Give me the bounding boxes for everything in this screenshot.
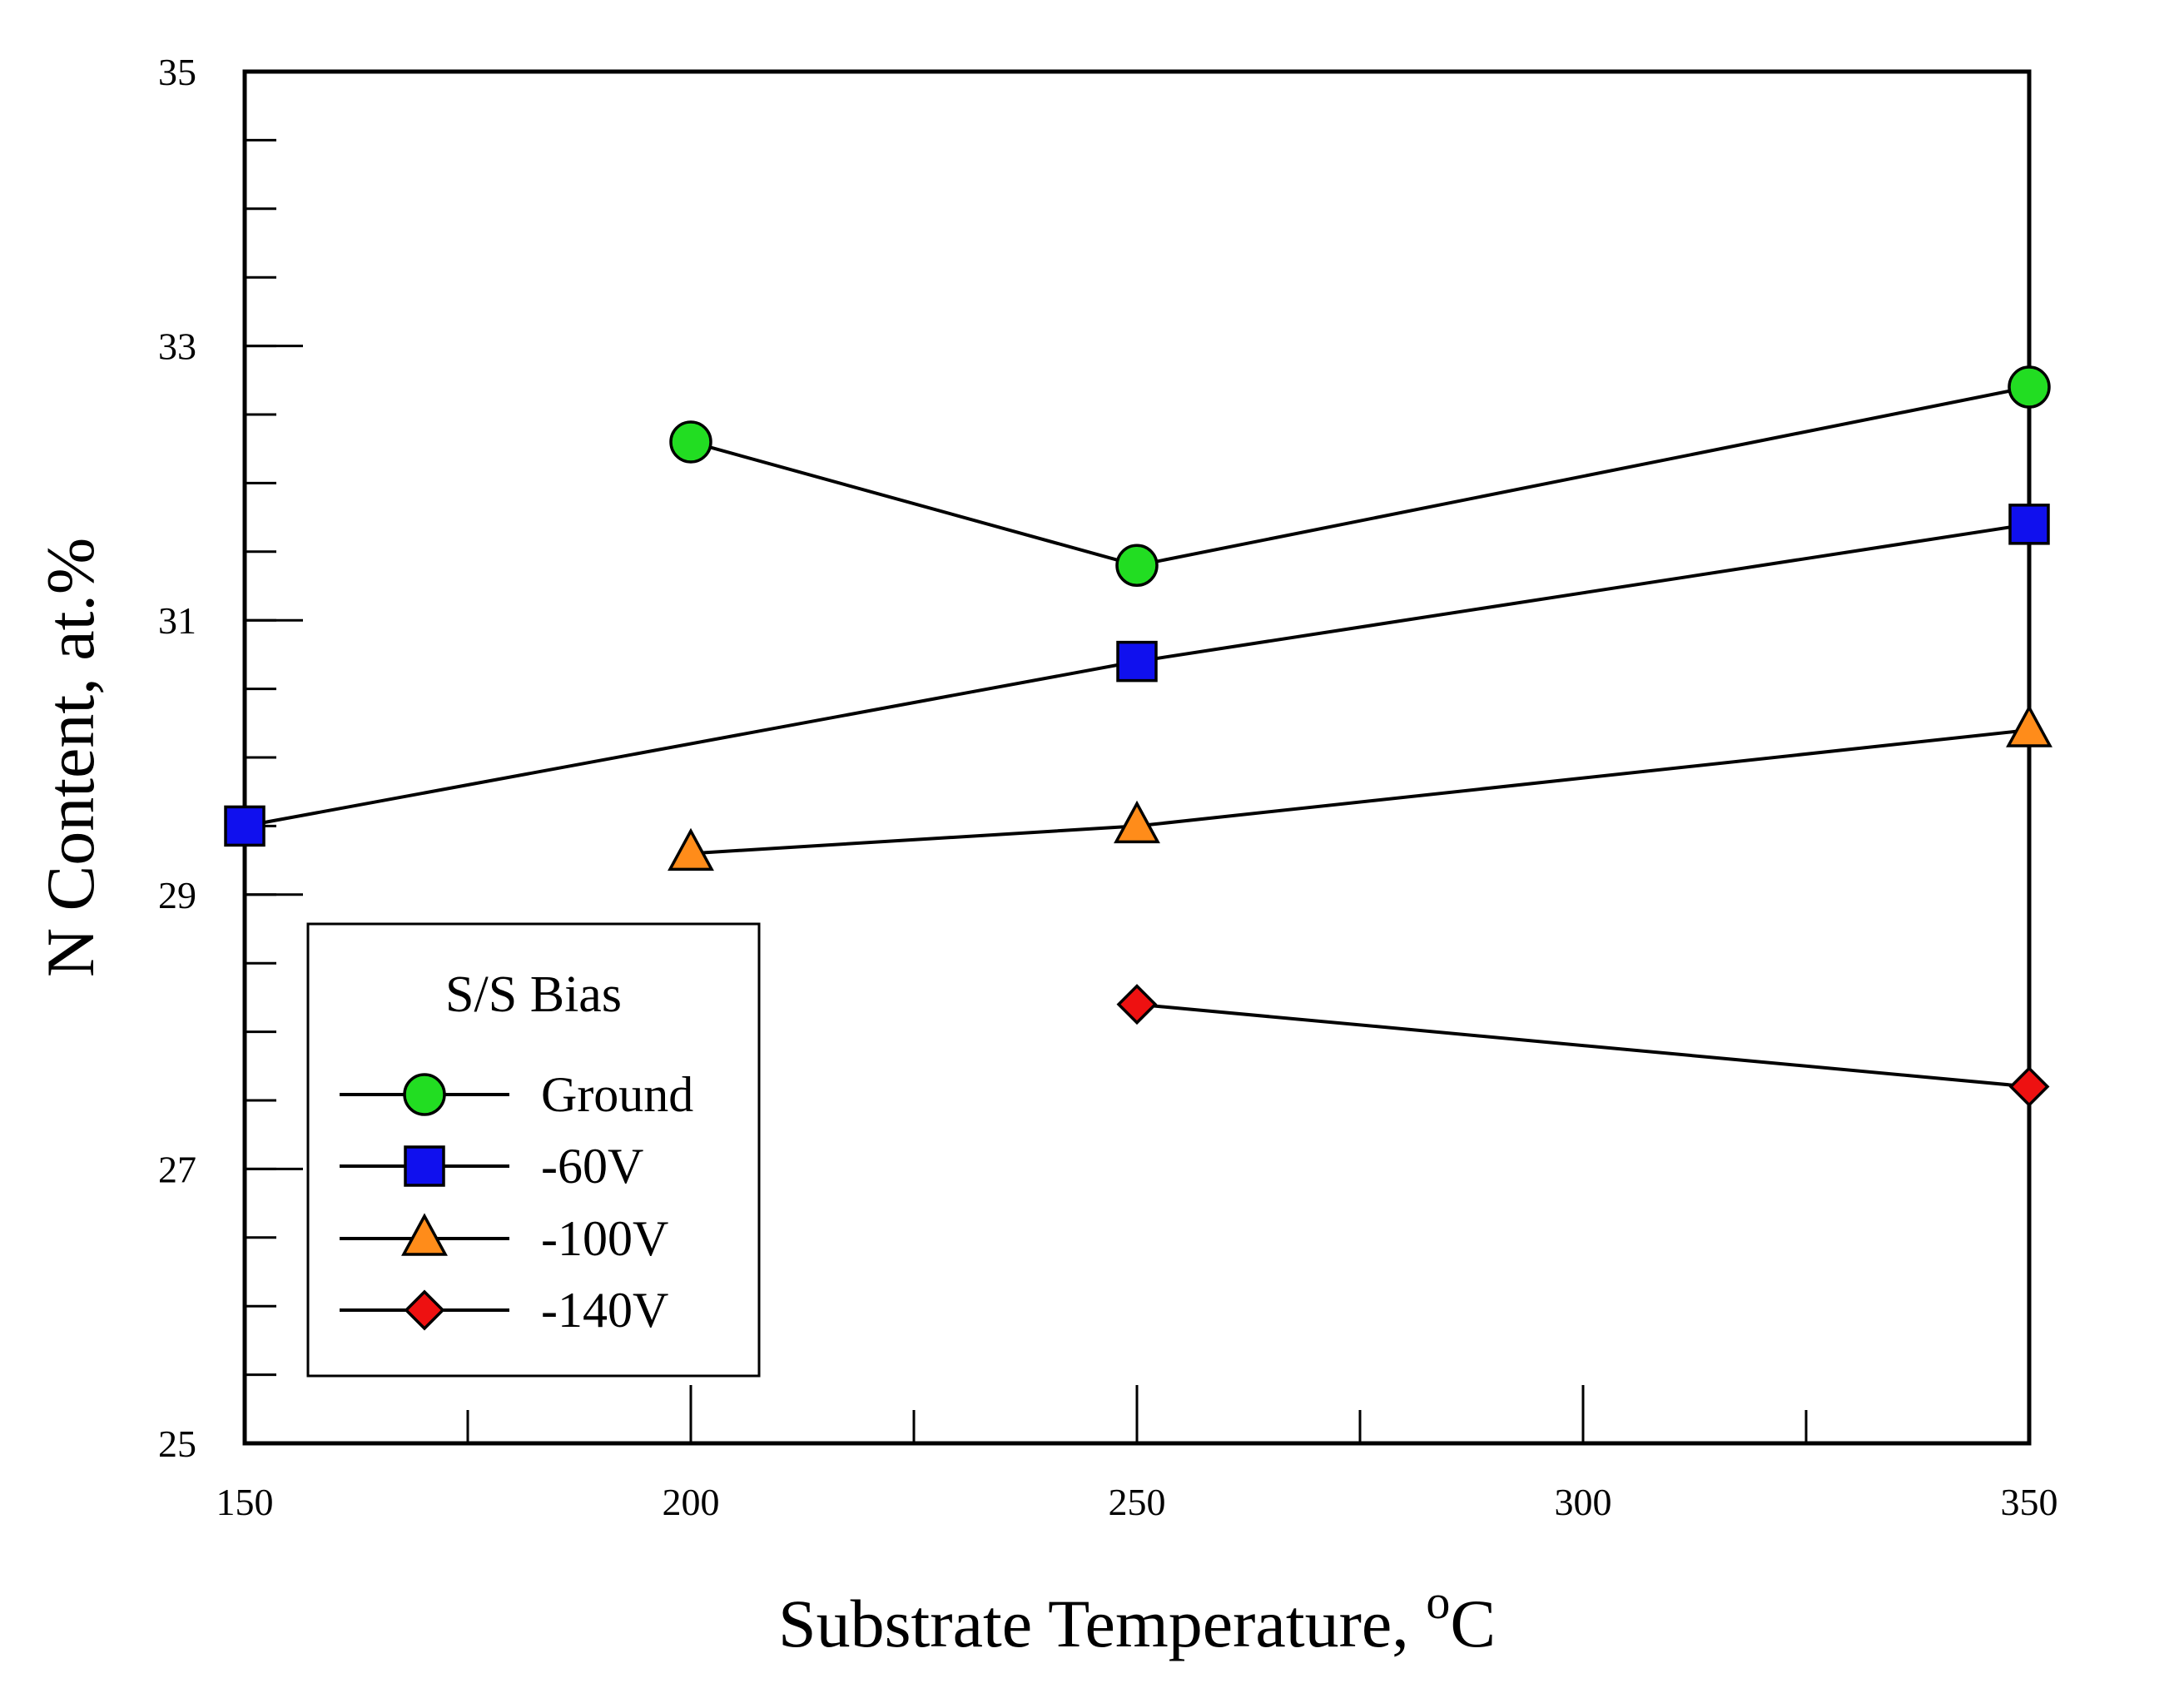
data-point-100v — [668, 827, 714, 871]
legend-marker-60v — [404, 1145, 445, 1187]
data-point-100v — [2006, 704, 2052, 747]
y-tick-label: 29 — [158, 874, 196, 916]
legend-title: S/S Bias — [445, 966, 622, 1023]
y-tick-label: 33 — [158, 325, 196, 368]
legend-box — [306, 922, 761, 1378]
legend-label-60v: -60V — [541, 1139, 643, 1194]
series-markers — [224, 365, 2052, 1107]
y-tick-label: 35 — [158, 51, 196, 93]
data-point-60v — [2008, 504, 2050, 545]
legend-marker-100v — [401, 1213, 448, 1256]
series-line-ground — [690, 385, 2030, 568]
data-point-100v — [1114, 800, 1160, 844]
data-point-ground — [2008, 365, 2051, 409]
x-tick-label: 300 — [1555, 1481, 1612, 1523]
data-point-60v — [1116, 640, 1158, 683]
data-point-140v — [2008, 1066, 2050, 1107]
data-point-ground — [1115, 544, 1159, 588]
x-tick-labels: 150 200 250 300 350 — [216, 1481, 2058, 1523]
y-tick-label: 31 — [158, 599, 196, 642]
data-point-60v — [224, 805, 266, 847]
legend-entries: Ground -60V -100V -140V — [340, 1067, 693, 1338]
y-tick-label: 25 — [158, 1423, 196, 1465]
legend-label-100v: -100V — [541, 1211, 668, 1266]
legend: S/S Bias Ground -60V -100V -140V — [306, 922, 761, 1378]
y-axis-title: N Content, at.% — [32, 538, 108, 977]
data-point-ground — [669, 420, 712, 464]
x-axis-title: Substrate Temperature, oC — [778, 1575, 1496, 1661]
x-tick-label: 350 — [2001, 1481, 2058, 1523]
legend-marker-ground — [403, 1073, 446, 1116]
series-line-140v — [1136, 1002, 2030, 1089]
x-tick-label: 200 — [663, 1481, 720, 1523]
major-ticks — [243, 70, 2031, 1445]
y-tick-labels: 25 27 29 31 33 35 — [158, 51, 196, 1465]
x-tick-label: 150 — [216, 1481, 274, 1523]
legend-marker-140v — [404, 1289, 445, 1331]
x-tick-label: 250 — [1109, 1481, 1166, 1523]
legend-label-140v: -140V — [541, 1283, 668, 1338]
data-point-140v — [1116, 984, 1158, 1025]
legend-label-ground: Ground — [541, 1067, 693, 1122]
y-tick-label: 27 — [158, 1148, 196, 1190]
series-line-100v — [690, 728, 2030, 856]
